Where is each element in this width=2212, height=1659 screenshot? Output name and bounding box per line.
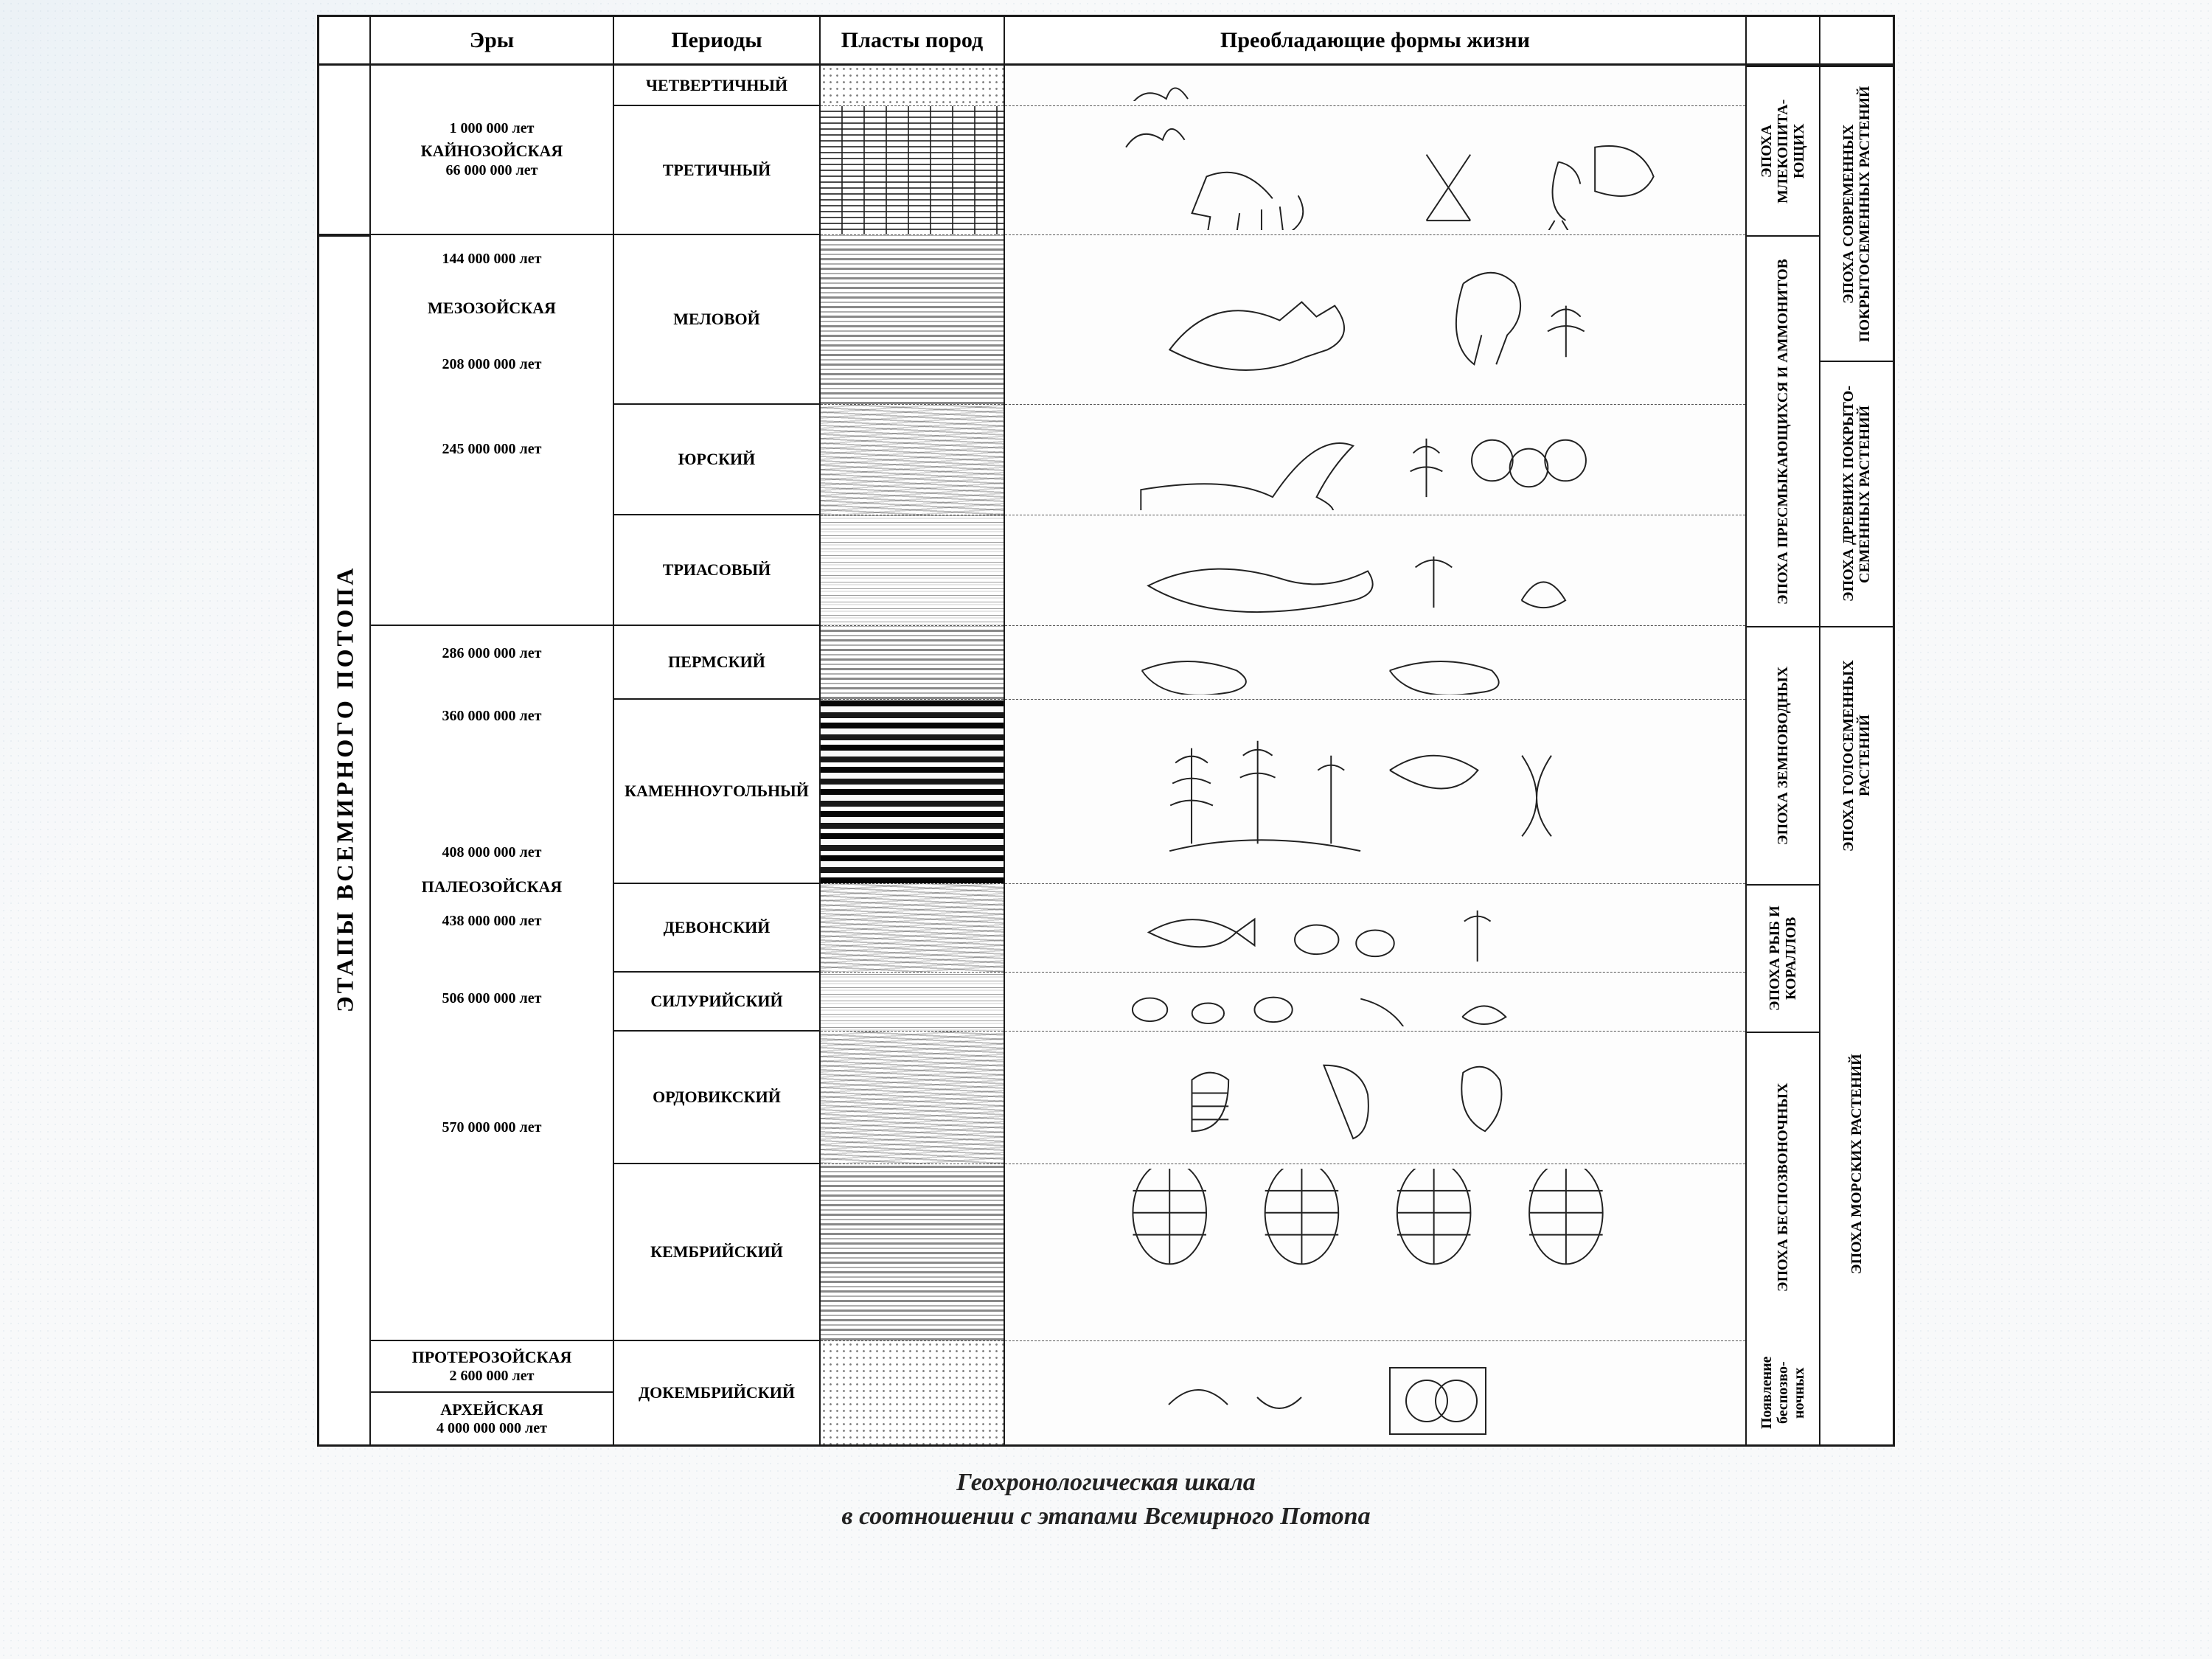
era-name: ПРОТЕРОЗОЙСКАЯ xyxy=(412,1347,572,1368)
period-cell: КЕМБРИЙСКИЙ xyxy=(614,1164,819,1341)
periods-column: ЧЕТВЕРТИЧНЫЙТРЕТИЧНЫЙМЕЛОВОЙЮРСКИЙТРИАСО… xyxy=(614,66,821,1444)
header-epoch-flora-blank xyxy=(1819,17,1893,63)
caption-line-1: Геохронологическая шкала xyxy=(317,1466,1895,1500)
period-cell: ДЕВОНСКИЙ xyxy=(614,884,819,973)
era-name: МЕЗОЗОЙСКАЯ xyxy=(428,298,556,319)
year-marker: 208 000 000 лет xyxy=(442,355,542,374)
era-cell-paleozoic: 286 000 000 лет 360 000 000 лет 408 000 … xyxy=(371,626,613,1341)
strata-cell xyxy=(821,626,1004,700)
year-marker: 570 000 000 лет xyxy=(442,1119,542,1137)
year-marker: 360 000 000 лет xyxy=(442,707,542,726)
header-era: Эры xyxy=(371,17,614,63)
life-cell xyxy=(1005,626,1745,700)
life-cell xyxy=(1005,405,1745,515)
strata-cell xyxy=(821,405,1004,515)
header-period: Периоды xyxy=(614,17,821,63)
life-cell xyxy=(1005,515,1745,626)
period-cell: МЕЛОВОЙ xyxy=(614,235,819,405)
header-strata: Пласты пород xyxy=(821,17,1005,63)
period-cell: ЮРСКИЙ xyxy=(614,405,819,515)
year-marker: 408 000 000 лет xyxy=(442,844,542,862)
era-years: 2 600 000 лет xyxy=(450,1367,535,1385)
strata-cell xyxy=(821,66,1004,106)
period-cell: ОРДОВИКСКИЙ xyxy=(614,1032,819,1164)
epoch-cell: ЭПОХА РЫБ И КОРАЛЛОВ xyxy=(1747,884,1819,1032)
year-marker: 245 000 000 лет xyxy=(442,440,542,459)
chart-caption: Геохронологическая шкала в соотношении с… xyxy=(317,1466,1895,1534)
table-body: ЭТАПЫ ВСЕМИРНОГО ПОТОПА 1 000 000 лет КА… xyxy=(319,66,1893,1444)
life-forms-column xyxy=(1005,66,1745,1444)
period-cell: КАМЕННОУГОЛЬНЫЙ xyxy=(614,700,819,884)
era-name: ПАЛЕОЗОЙСКАЯ xyxy=(422,877,563,897)
strata-cell xyxy=(821,515,1004,626)
epoch-cell: Появление беспозво-ночных xyxy=(1747,1341,1819,1444)
life-cell xyxy=(1005,1164,1745,1341)
epoch-cell: ЭПОХА ЗЕМНОВОДНЫХ xyxy=(1747,626,1819,884)
life-cell xyxy=(1005,1341,1745,1444)
flood-stages-label: ЭТАПЫ ВСЕМИРНОГО ПОТОПА xyxy=(319,235,371,1341)
life-cell xyxy=(1005,106,1745,235)
era-name: КАЙНОЗОЙСКАЯ xyxy=(421,141,563,161)
life-cell xyxy=(1005,973,1745,1032)
era-years: 66 000 000 лет xyxy=(446,161,538,180)
epoch-cell: ЭПОХА ПРЕСМЫКАЮЩИХСЯ И АММОНИТОВ xyxy=(1747,235,1819,626)
period-cell: ТРЕТИЧНЫЙ xyxy=(614,106,819,235)
period-cell: ПЕРМСКИЙ xyxy=(614,626,819,700)
period-cell: ЧЕТВЕРТИЧНЫЙ xyxy=(614,66,819,106)
period-cell: СИЛУРИЙСКИЙ xyxy=(614,973,819,1032)
era-cell-archean: АРХЕЙСКАЯ 4 000 000 000 лет xyxy=(371,1393,613,1444)
strata-cell xyxy=(821,1032,1004,1164)
epoch-cell: ЭПОХА ДРЕВНИХ ПОКРЫТО-СЕМЕННЫХ РАСТЕНИЙ xyxy=(1820,361,1893,626)
epoch-flora-column: ЭПОХА СОВРЕМЕННЫХ ПОКРЫТОСЕМЕННЫХ РАСТЕН… xyxy=(1819,66,1893,1444)
strata-cell xyxy=(821,235,1004,405)
life-cell xyxy=(1005,700,1745,884)
caption-line-2: в соотношении с этапами Всемирного Потоп… xyxy=(317,1500,1895,1534)
strata-cell xyxy=(821,106,1004,235)
epoch-cell: ЭПОХА МОРСКИХ РАСТЕНИЙ xyxy=(1820,884,1893,1444)
life-cell xyxy=(1005,884,1745,973)
era-cell-cenozoic: 1 000 000 лет КАЙНОЗОЙСКАЯ 66 000 000 ле… xyxy=(371,66,613,235)
era-topyear: 1 000 000 лет xyxy=(450,119,535,138)
epoch-cell: ЭПОХА МЛЕКОПИТА-ЮЩИХ xyxy=(1747,66,1819,235)
geologic-timescale-chart: Эры Периоды Пласты пород Преобладающие ф… xyxy=(317,15,1895,1447)
epoch-cell: ЭПОХА БЕСПОЗВОНОЧНЫХ xyxy=(1747,1032,1819,1341)
year-marker: 286 000 000 лет xyxy=(442,644,542,663)
life-cell xyxy=(1005,66,1745,106)
year-marker: 506 000 000 лет xyxy=(442,990,542,1008)
era-name: АРХЕЙСКАЯ xyxy=(440,1399,543,1420)
period-cell: ДОКЕМБРИЙСКИЙ xyxy=(614,1341,819,1444)
period-cell: ТРИАСОВЫЙ xyxy=(614,515,819,626)
era-years: 4 000 000 000 лет xyxy=(437,1419,547,1438)
epoch-cell: ЭПОХА СОВРЕМЕННЫХ ПОКРЫТОСЕМЕННЫХ РАСТЕН… xyxy=(1820,66,1893,361)
header-life: Преобладающие формы жизни xyxy=(1005,17,1745,63)
strata-cell xyxy=(821,973,1004,1032)
strata-cell xyxy=(821,700,1004,884)
year-marker: 144 000 000 лет xyxy=(442,250,542,268)
era-cell-mesozoic: 144 000 000 лет МЕЗОЗОЙСКАЯ 208 000 000 … xyxy=(371,235,613,626)
life-cell xyxy=(1005,1032,1745,1164)
strata-cell xyxy=(821,1164,1004,1341)
era-column: 1 000 000 лет КАЙНОЗОЙСКАЯ 66 000 000 ле… xyxy=(371,66,614,1444)
header-sidecol-blank xyxy=(319,17,371,63)
flood-stages-column: ЭТАПЫ ВСЕМИРНОГО ПОТОПА xyxy=(319,66,371,1444)
era-cell-proterozoic: ПРОТЕРОЗОЙСКАЯ 2 600 000 лет xyxy=(371,1341,613,1393)
table-header-row: Эры Периоды Пласты пород Преобладающие ф… xyxy=(319,17,1893,66)
epoch-cell: ЭПОХА ГОЛОСЕМЕННЫХ РАСТЕНИЙ xyxy=(1820,626,1893,884)
life-cell xyxy=(1005,235,1745,405)
strata-cell xyxy=(821,884,1004,973)
header-epoch-fauna-blank xyxy=(1745,17,1819,63)
epoch-fauna-column: ЭПОХА МЛЕКОПИТА-ЮЩИХЭПОХА ПРЕСМЫКАЮЩИХСЯ… xyxy=(1745,66,1819,1444)
strata-column xyxy=(821,66,1005,1444)
year-marker: 438 000 000 лет xyxy=(442,912,542,931)
strata-cell xyxy=(821,1341,1004,1444)
